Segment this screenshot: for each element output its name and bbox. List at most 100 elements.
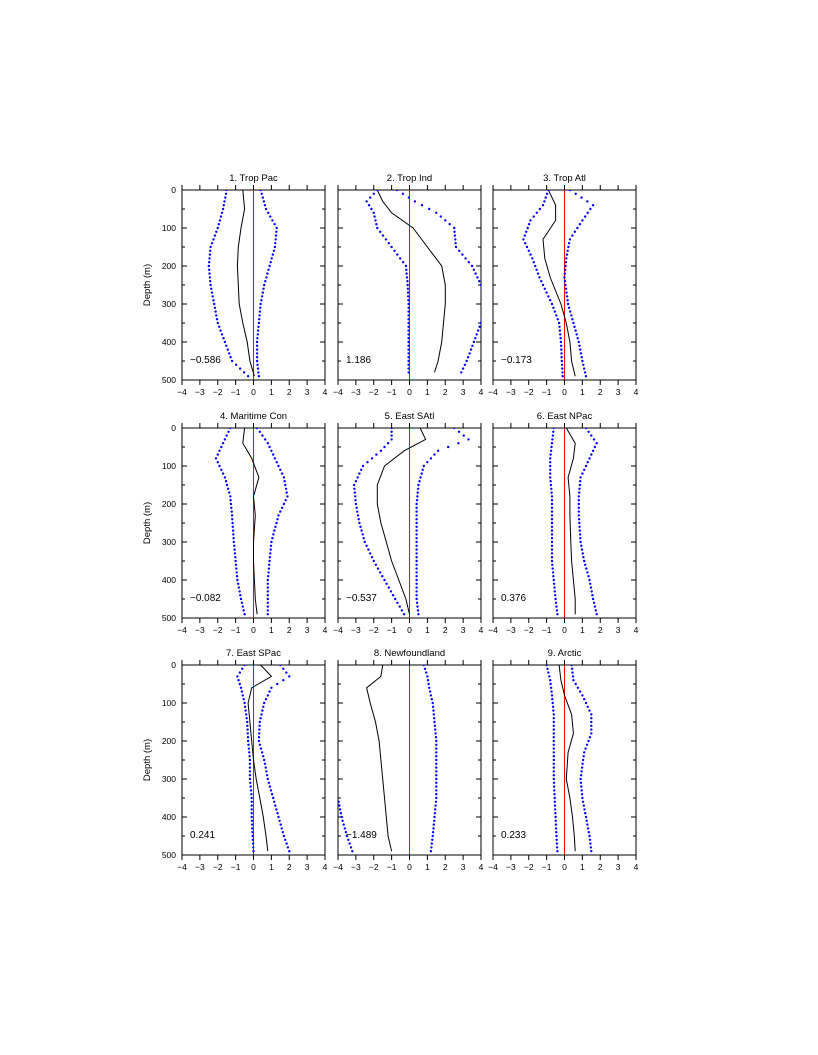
upper-bound-point xyxy=(256,367,260,370)
lower-bound-point xyxy=(535,268,538,271)
upper-bound-point xyxy=(474,337,477,340)
upper-bound-point xyxy=(468,352,471,355)
panel-annotation: −0.082 xyxy=(190,593,221,604)
upper-bound-point xyxy=(454,245,458,249)
upper-bound-point xyxy=(271,537,274,540)
upper-bound-point xyxy=(269,215,272,218)
upper-bound-point xyxy=(268,559,271,563)
panel-7: 7. East SPac −4 −3 −2 −1 0 1 2 3 4 0 100 200 300 400 50… xyxy=(142,648,328,872)
upper-bound-point xyxy=(266,613,269,616)
lower-bound-point xyxy=(250,815,253,819)
lower-bound-point xyxy=(550,690,553,693)
upper-bound-point xyxy=(587,430,590,433)
upper-bound-point xyxy=(266,601,269,604)
lower-bound-point xyxy=(224,480,228,483)
lower-bound-point xyxy=(208,276,212,279)
lower-bound-point xyxy=(560,363,564,366)
upper-bound-point xyxy=(591,204,595,207)
upper-bound-point xyxy=(257,375,261,378)
upper-bound-point xyxy=(258,314,261,317)
upper-bound-point xyxy=(255,340,259,344)
upper-bound-point xyxy=(573,325,576,328)
lower-bound-point xyxy=(390,438,393,441)
upper-bound-point xyxy=(435,774,438,777)
panel-9: 9. Arctic −4 −3 −2 −1 0 1 2 3 4 0.233 xyxy=(488,648,638,872)
lower-bound-point xyxy=(381,575,384,578)
x-tick-label: 0 xyxy=(562,387,567,397)
lower-bound-point xyxy=(216,453,219,456)
panel-title: 6. East NPac xyxy=(537,411,593,422)
lower-bound-point xyxy=(223,476,227,479)
upper-bound-point xyxy=(578,521,581,525)
upper-bound-point xyxy=(264,207,268,211)
upper-bound-point xyxy=(433,812,437,815)
upper-bound-point xyxy=(279,468,282,471)
upper-bound-point xyxy=(258,430,261,433)
upper-bound-point xyxy=(571,675,575,678)
panel-annotation: −0.173 xyxy=(501,355,532,366)
x-tick-label: 4 xyxy=(479,625,484,635)
x-tick-label: 1 xyxy=(580,862,585,872)
series-group xyxy=(352,428,470,616)
upper-bound-point xyxy=(281,831,284,834)
upper-bound-point xyxy=(261,291,264,294)
lower-bound-point xyxy=(554,823,558,826)
x-tick-label: 4 xyxy=(479,862,484,872)
lower-bound-point xyxy=(246,732,249,735)
upper-bound-point xyxy=(435,789,438,792)
upper-bound-point xyxy=(581,758,585,762)
upper-bound-point xyxy=(591,597,595,601)
upper-bound-point xyxy=(580,785,583,788)
upper-bound-point xyxy=(432,713,435,716)
upper-bound-point xyxy=(580,196,583,199)
lower-bound-point xyxy=(535,211,538,214)
lower-bound-point xyxy=(208,272,211,275)
upper-bound-point xyxy=(429,694,433,697)
upper-bound-point xyxy=(415,556,418,559)
x-tick-label: −1 xyxy=(387,387,397,397)
upper-bound-point xyxy=(420,204,424,207)
lower-bound-point xyxy=(213,306,217,309)
lower-bound-point xyxy=(354,495,357,498)
upper-bound-point xyxy=(431,838,434,841)
lower-bound-point xyxy=(407,306,410,309)
lower-bound-point xyxy=(353,487,356,490)
series-group xyxy=(549,428,598,616)
lower-bound-point xyxy=(220,333,224,336)
x-tick-label: −1 xyxy=(231,625,241,635)
lower-bound-point xyxy=(246,720,249,724)
upper-bound-point xyxy=(256,337,259,340)
upper-bound-point xyxy=(480,318,481,321)
lower-bound-point xyxy=(399,257,402,260)
upper-bound-point xyxy=(274,804,277,807)
upper-bound-point xyxy=(580,548,584,551)
lower-bound-point xyxy=(407,367,410,370)
upper-bound-point xyxy=(432,827,435,830)
lower-bound-point xyxy=(547,190,550,192)
upper-bound-point xyxy=(268,445,271,449)
lower-bound-point xyxy=(214,457,218,460)
lower-bound-point xyxy=(338,800,340,803)
upper-bound-point xyxy=(564,268,567,271)
lower-bound-point xyxy=(554,594,557,597)
lower-bound-point xyxy=(363,540,366,544)
lower-bound-point xyxy=(338,804,341,807)
lower-bound-point xyxy=(379,230,382,233)
upper-bound-point xyxy=(569,310,572,313)
upper-bound-point xyxy=(579,352,583,355)
lower-bound-point xyxy=(215,318,219,321)
upper-bound-point xyxy=(580,766,584,769)
upper-bound-point xyxy=(476,329,480,332)
upper-bound-point xyxy=(583,468,586,471)
upper-bound-point xyxy=(255,356,259,359)
x-tick-label: 0 xyxy=(251,387,256,397)
lower-bound-point xyxy=(234,563,238,566)
upper-bound-point xyxy=(266,582,269,585)
upper-bound-point xyxy=(566,299,569,302)
upper-bound-point xyxy=(447,445,450,449)
lower-bound-point xyxy=(550,510,554,513)
lower-bound-point xyxy=(550,491,553,494)
x-tick-label: 3 xyxy=(461,862,466,872)
upper-bound-point xyxy=(586,823,589,826)
lower-bound-point xyxy=(372,559,375,563)
